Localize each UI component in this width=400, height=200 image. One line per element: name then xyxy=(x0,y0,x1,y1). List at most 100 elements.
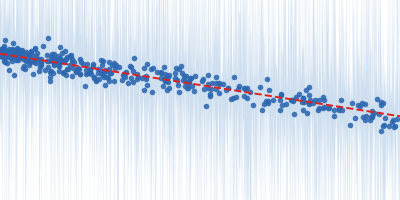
Point xyxy=(122,71,129,74)
Point xyxy=(48,70,54,73)
Point xyxy=(290,112,297,115)
Point xyxy=(36,57,42,60)
Point xyxy=(241,95,247,98)
Point xyxy=(48,55,54,58)
Point xyxy=(296,92,302,96)
Point xyxy=(178,65,185,68)
Point xyxy=(306,93,312,96)
Point xyxy=(362,118,368,121)
Point xyxy=(213,88,219,91)
Point xyxy=(216,91,222,94)
Point xyxy=(143,77,149,80)
Point xyxy=(161,78,168,81)
Point xyxy=(47,76,53,79)
Point xyxy=(1,59,8,63)
Point xyxy=(346,123,353,127)
Point xyxy=(40,44,46,48)
Point xyxy=(56,64,62,68)
Point xyxy=(70,67,76,70)
Point xyxy=(27,56,34,59)
Point xyxy=(10,54,16,57)
Point xyxy=(376,113,382,116)
Point xyxy=(106,79,112,83)
Point xyxy=(184,86,190,89)
Point xyxy=(20,57,26,60)
Point xyxy=(75,66,81,70)
Point xyxy=(31,61,37,64)
Point xyxy=(38,58,44,61)
Point xyxy=(205,86,212,90)
Point xyxy=(128,76,134,80)
Point xyxy=(45,37,51,40)
Point xyxy=(68,60,75,63)
Point xyxy=(83,69,90,72)
Point xyxy=(83,72,89,75)
Point xyxy=(190,90,197,93)
Point xyxy=(366,118,373,122)
Point xyxy=(53,58,59,61)
Point xyxy=(23,51,30,54)
Point xyxy=(363,114,369,118)
Point xyxy=(164,88,170,92)
Point xyxy=(0,52,4,55)
Point xyxy=(316,99,322,102)
Point xyxy=(2,48,8,52)
Point xyxy=(108,71,114,75)
Point xyxy=(143,75,150,78)
Point xyxy=(116,65,122,69)
Point xyxy=(378,129,384,133)
Point xyxy=(11,73,17,76)
Point xyxy=(60,72,66,75)
Point xyxy=(13,56,19,59)
Point xyxy=(87,67,93,71)
Point xyxy=(164,81,171,84)
Point xyxy=(241,86,247,89)
Point xyxy=(26,59,32,62)
Point xyxy=(93,79,100,82)
Point xyxy=(120,73,126,77)
Point xyxy=(172,76,178,79)
Point xyxy=(205,73,212,77)
Point xyxy=(242,88,248,91)
Point xyxy=(80,63,86,66)
Point xyxy=(51,52,57,55)
Point xyxy=(22,68,29,71)
Point xyxy=(257,85,263,88)
Point xyxy=(208,87,214,90)
Point xyxy=(121,72,128,75)
Point xyxy=(166,87,172,90)
Point xyxy=(44,53,50,56)
Point xyxy=(122,75,129,78)
Point xyxy=(2,60,8,64)
Point xyxy=(8,57,14,60)
Point xyxy=(250,103,256,106)
Point xyxy=(63,57,69,60)
Point xyxy=(209,81,215,85)
Point xyxy=(247,91,254,94)
Point xyxy=(64,55,70,58)
Point xyxy=(369,115,376,118)
Point xyxy=(290,99,296,102)
Point xyxy=(30,59,37,62)
Point xyxy=(56,65,62,68)
Point xyxy=(113,63,119,66)
Point xyxy=(266,89,273,92)
Point xyxy=(2,54,8,57)
Point xyxy=(199,80,205,83)
Point xyxy=(148,67,154,70)
Point xyxy=(324,107,331,110)
Point xyxy=(0,53,6,56)
Point xyxy=(10,48,16,51)
Point xyxy=(67,55,73,58)
Point xyxy=(57,59,64,62)
Point xyxy=(122,71,129,75)
Point xyxy=(189,84,195,87)
Point xyxy=(50,64,57,67)
Point xyxy=(28,50,34,53)
Point xyxy=(96,77,102,80)
Point xyxy=(2,38,8,42)
Point xyxy=(96,69,103,72)
Point xyxy=(207,92,214,96)
Point xyxy=(18,50,24,53)
Point xyxy=(369,115,375,118)
